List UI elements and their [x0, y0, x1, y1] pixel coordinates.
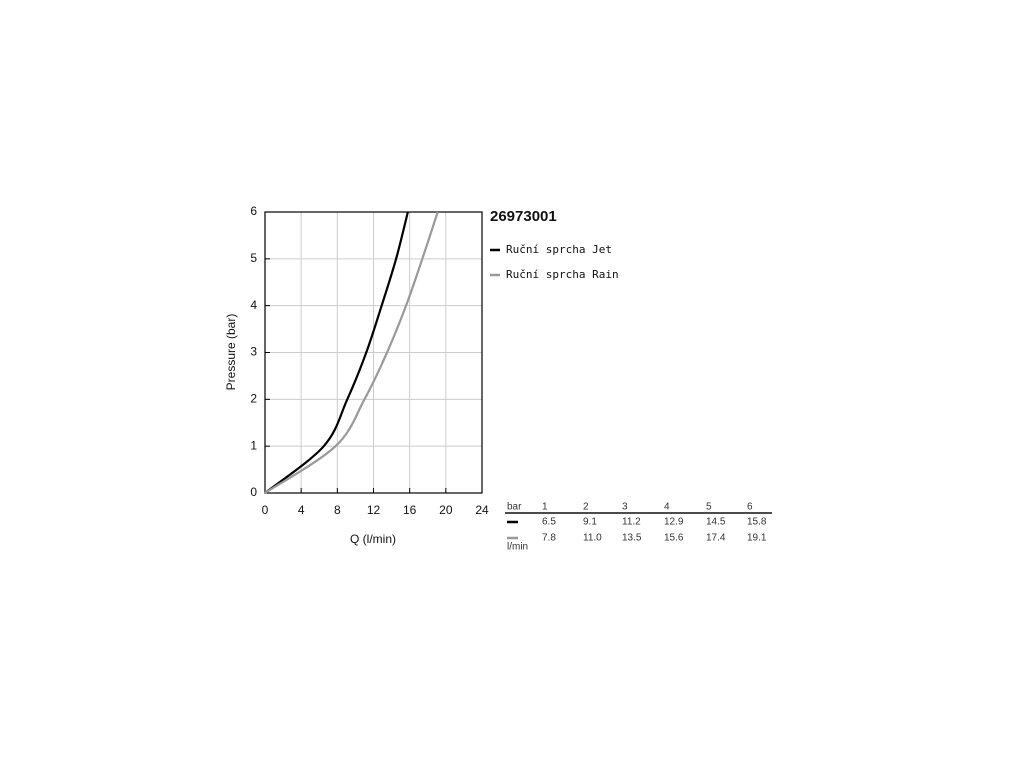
chart-title: 26973001: [490, 208, 557, 225]
table-cell: 19.1: [747, 533, 767, 544]
y-tick-label: 0: [250, 485, 257, 499]
legend-label: Ruční sprcha Rain: [506, 268, 619, 281]
table-cell: 15.8: [747, 517, 767, 528]
table-cell: 14.5: [706, 517, 726, 528]
y-tick-label: 6: [250, 204, 257, 218]
x-tick-label: 24: [475, 503, 489, 517]
x-tick-label: 8: [334, 503, 341, 517]
y-tick-label: 4: [250, 298, 257, 312]
table-header: bar: [507, 502, 522, 513]
x-tick-label: 20: [439, 503, 453, 517]
y-tick-label: 5: [250, 251, 257, 265]
table-cell: 15.6: [664, 533, 684, 544]
table-header: 4: [664, 502, 670, 513]
y-axis-label: Pressure (bar): [224, 314, 238, 391]
series-line: [264, 211, 409, 494]
table-cell: 12.9: [664, 517, 684, 528]
x-tick-label: 16: [403, 503, 417, 517]
y-tick-label: 1: [250, 438, 257, 452]
x-axis-label: Q (l/min): [350, 532, 396, 546]
series-line: [264, 211, 439, 494]
table-header: 5: [706, 502, 712, 513]
y-tick-label: 2: [250, 392, 257, 406]
table-header: 2: [583, 502, 589, 513]
table-cell: 13.5: [622, 533, 642, 544]
table-header: 3: [622, 502, 628, 513]
table-cell: 11.2: [622, 517, 641, 528]
table-header: 1: [542, 502, 548, 513]
legend-label: Ruční sprcha Jet: [506, 243, 612, 256]
x-tick-label: 4: [298, 503, 305, 517]
table-unit: l/min: [507, 542, 528, 553]
table-cell: 17.4: [706, 533, 726, 544]
table-cell: 6.5: [542, 517, 556, 528]
x-tick-label: 0: [262, 503, 269, 517]
table-cell: 7.8: [542, 533, 556, 544]
table-cell: 9.1: [583, 517, 597, 528]
x-tick-label: 12: [367, 503, 381, 517]
y-tick-label: 3: [250, 345, 257, 359]
table-cell: 11.0: [583, 533, 602, 544]
plot-frame: [264, 211, 483, 494]
table-header: 6: [747, 502, 753, 513]
